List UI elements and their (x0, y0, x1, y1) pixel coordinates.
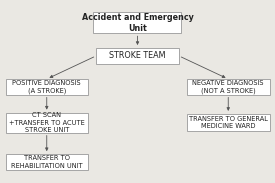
Text: CT SCAN
+TRANSFER TO ACUTE
STROKE UNIT: CT SCAN +TRANSFER TO ACUTE STROKE UNIT (9, 112, 85, 133)
FancyBboxPatch shape (187, 79, 270, 95)
FancyBboxPatch shape (6, 113, 88, 133)
Text: NEGATIVE DIAGNOSIS
(NOT A STROKE): NEGATIVE DIAGNOSIS (NOT A STROKE) (192, 80, 264, 94)
FancyBboxPatch shape (94, 12, 182, 33)
Text: Accident and Emergency
Unit: Accident and Emergency Unit (82, 13, 193, 33)
Text: POSITIVE DIAGNOSIS
(A STROKE): POSITIVE DIAGNOSIS (A STROKE) (12, 80, 81, 94)
Text: TRANSFER TO GENERAL
MEDICINE WARD: TRANSFER TO GENERAL MEDICINE WARD (189, 116, 268, 129)
Text: TRANSFER TO
REHABILITATION UNIT: TRANSFER TO REHABILITATION UNIT (11, 155, 82, 169)
FancyBboxPatch shape (187, 114, 270, 131)
FancyBboxPatch shape (6, 154, 88, 170)
FancyBboxPatch shape (96, 48, 179, 64)
Text: STROKE TEAM: STROKE TEAM (109, 51, 166, 60)
FancyBboxPatch shape (6, 79, 88, 95)
